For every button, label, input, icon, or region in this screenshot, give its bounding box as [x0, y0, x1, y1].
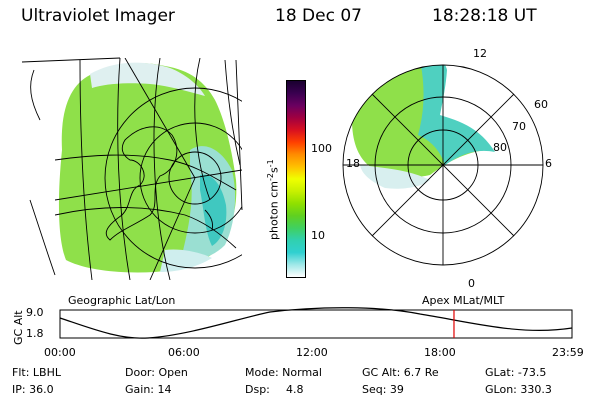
- timeline-xtick-0000: 00:00: [44, 346, 76, 359]
- sequence-info: Seq: 39: [362, 383, 404, 396]
- observation-date: 18 Dec 07: [275, 6, 362, 26]
- mlat-label-70: 70: [512, 120, 526, 133]
- gain-info: Gain: 14: [125, 383, 172, 396]
- glon-info: GLon: 330.3: [485, 383, 552, 396]
- ip-info: IP: 36.0: [12, 383, 54, 396]
- colorbar-tick-10: 10: [311, 229, 325, 242]
- mode-info: Mode: Normal: [245, 366, 322, 379]
- intensity-colorbar: [286, 80, 306, 278]
- mlt-label-18: 18: [346, 157, 360, 170]
- geographic-caption: Geographic Lat/Lon: [68, 294, 176, 307]
- mlat-label-80: 80: [493, 141, 507, 154]
- door-info: Door: Open: [125, 366, 188, 379]
- gc-altitude-info: GC Alt: 6.7 Re: [362, 366, 439, 379]
- timeline-ylabel: GC Alt: [12, 310, 25, 345]
- colorbar-tick-100: 100: [311, 142, 332, 155]
- observation-time: 18:28:18 UT: [432, 6, 537, 26]
- timeline-ytick-min: 1.8: [26, 327, 44, 340]
- mlat-label-60: 60: [534, 98, 548, 111]
- timeline-ytick-max: 9.0: [26, 306, 44, 319]
- timeline-xtick-0600: 06:00: [168, 346, 200, 359]
- mlt-label-6: 6: [545, 157, 552, 170]
- timeline-xtick-1800: 18:00: [424, 346, 456, 359]
- dsp-label: Dsp:: [245, 383, 270, 396]
- glat-info: GLat: -73.5: [485, 366, 547, 379]
- mlt-label-0: 0: [468, 277, 475, 290]
- timeline-xtick-2359: 23:59: [552, 346, 584, 359]
- mlt-label-12: 12: [473, 47, 487, 60]
- apex-caption: Apex MLat/MLT: [422, 294, 505, 307]
- dsp-value: 4.8: [286, 383, 304, 396]
- filter-info: Flt: LBHL: [12, 366, 61, 379]
- instrument-title: Ultraviolet Imager: [21, 6, 175, 26]
- colorbar-unit-label: photon cm-2s-1: [266, 159, 281, 240]
- timeline-xtick-1200: 12:00: [296, 346, 328, 359]
